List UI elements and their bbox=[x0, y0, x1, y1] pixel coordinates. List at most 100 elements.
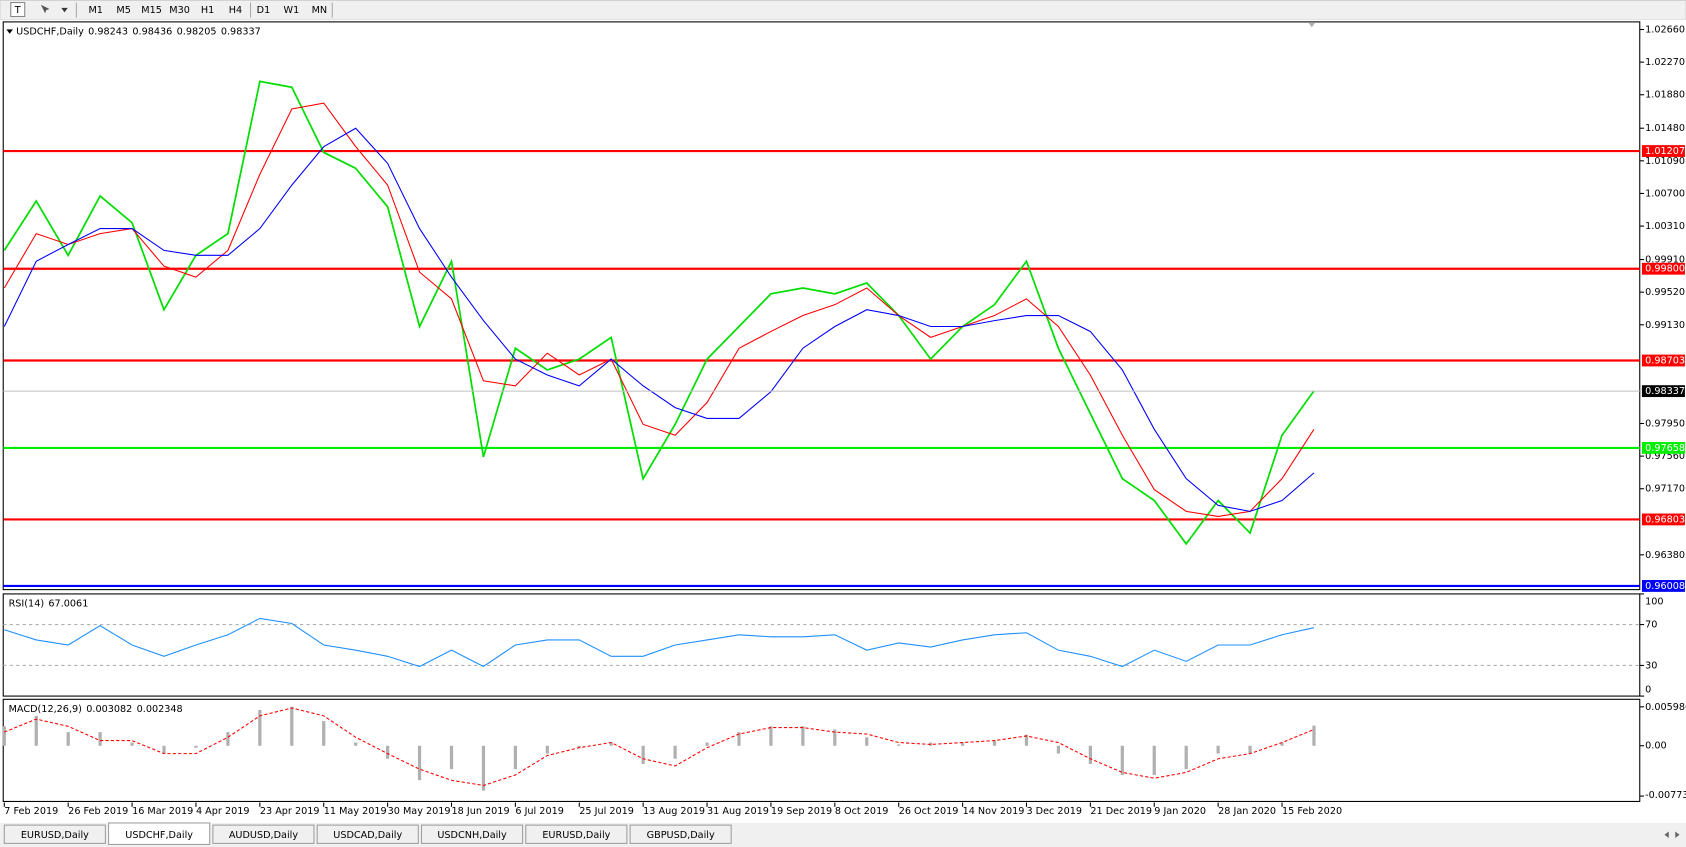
x-tick-label: 14 Nov 2019 bbox=[963, 806, 1025, 817]
toolbar-icons: T bbox=[10, 2, 333, 18]
y-tick-label: 0.99910 bbox=[1645, 255, 1685, 266]
toolbar bbox=[0, 0, 1686, 21]
title-value: 67.0061 bbox=[48, 599, 88, 610]
x-tick-label: 25 Jul 2019 bbox=[579, 806, 634, 817]
y-tick-label: 70 bbox=[1645, 620, 1657, 631]
price-label-box bbox=[1641, 513, 1685, 526]
timeframe-button[interactable]: W1 bbox=[284, 5, 300, 16]
timeframe-button[interactable]: MN bbox=[312, 5, 328, 16]
indicator-title: RSI(14) 67.0061 bbox=[9, 599, 89, 610]
shift-marker bbox=[1308, 22, 1316, 28]
current-price-box bbox=[1641, 385, 1685, 398]
x-tick-label: 3 Dec 2019 bbox=[1026, 806, 1082, 817]
price-label: 0.97658 bbox=[1645, 443, 1685, 454]
x-tick-label: 19 Sep 2019 bbox=[771, 806, 832, 817]
y-tick-label: 100 bbox=[1645, 596, 1663, 607]
y-tick-label: 0.99130 bbox=[1645, 320, 1685, 331]
current-price-label: 0.98337 bbox=[1645, 386, 1685, 397]
x-tick-label: 7 Feb 2019 bbox=[4, 806, 58, 817]
text-tool-icon: T bbox=[14, 5, 21, 16]
tab-scroll-right[interactable] bbox=[1675, 831, 1680, 839]
x-tick-label: 26 Feb 2019 bbox=[68, 806, 128, 817]
tab[interactable] bbox=[629, 824, 732, 844]
timeframe-button[interactable]: D1 bbox=[257, 5, 271, 16]
series-line bbox=[3, 80, 1315, 546]
timeframe-button[interactable]: H4 bbox=[229, 5, 242, 16]
x-tick-label: 16 Mar 2019 bbox=[132, 806, 193, 817]
price-label: 0.96008 bbox=[1645, 581, 1685, 592]
panel-frame bbox=[2, 698, 1641, 802]
x-tick-label: 11 May 2019 bbox=[324, 806, 387, 817]
title-text: RSI(14) bbox=[9, 599, 45, 610]
price-label: 1.01207 bbox=[1645, 146, 1685, 157]
title-text: MACD(12,26,9) bbox=[9, 704, 82, 715]
y-tick-label: 0.00 bbox=[1645, 741, 1667, 752]
panel-frame bbox=[2, 593, 1641, 697]
y-tick-label: 0.97950 bbox=[1645, 418, 1685, 429]
tab[interactable] bbox=[316, 824, 419, 844]
x-tick-label: 13 Aug 2019 bbox=[643, 806, 705, 817]
y-tick-label: 1.01480 bbox=[1645, 123, 1685, 134]
y-tick-label: 30 bbox=[1645, 660, 1657, 671]
title-value: 0.98243 bbox=[88, 27, 128, 38]
y-tick-label: 1.02660 bbox=[1645, 25, 1685, 36]
y-tick-label: 1.00310 bbox=[1645, 221, 1685, 232]
x-tick-label: 6 Jul 2019 bbox=[515, 806, 564, 817]
indicator-title: MACD(12,26,9) 0.003082 0.002348 bbox=[9, 704, 183, 715]
y-tick-label: 0.99520 bbox=[1645, 287, 1685, 298]
x-tick-label: 26 Oct 2019 bbox=[899, 806, 959, 817]
series-line bbox=[4, 617, 1315, 668]
title-text: USDCHF,Daily bbox=[16, 27, 84, 38]
arrow-tool[interactable] bbox=[40, 4, 50, 14]
tab-label[interactable]: GBPUSD,Daily bbox=[647, 830, 715, 841]
dropdown[interactable] bbox=[61, 7, 68, 13]
tab-label[interactable]: EURUSD,Daily bbox=[21, 830, 89, 841]
x-tick-label: 21 Dec 2019 bbox=[1090, 806, 1152, 817]
timeframe-button[interactable]: M15 bbox=[141, 5, 162, 16]
title-value: 0.002348 bbox=[137, 704, 183, 715]
title-value: 0.98205 bbox=[177, 27, 217, 38]
tab-label[interactable]: AUDUSD,Daily bbox=[229, 830, 299, 841]
x-tick-label: 30 May 2019 bbox=[388, 806, 451, 817]
tab-label[interactable]: USDCAD,Daily bbox=[333, 830, 402, 841]
y-tick-label: 0.97170 bbox=[1645, 484, 1685, 495]
tab-label[interactable]: USDCHF,Daily bbox=[125, 830, 193, 841]
tab[interactable] bbox=[212, 824, 315, 844]
tab-label[interactable]: USDCNH,Daily bbox=[437, 830, 507, 841]
panel-frame bbox=[2, 21, 1641, 591]
title-value: 0.98436 bbox=[132, 27, 172, 38]
price-label: 0.96803 bbox=[1645, 514, 1685, 525]
price-label-box bbox=[1641, 145, 1685, 157]
tab-label[interactable]: EURUSD,Daily bbox=[542, 830, 610, 841]
price-label: 0.98703 bbox=[1645, 356, 1685, 367]
price-label-box bbox=[1641, 262, 1685, 275]
timeframe-button[interactable]: M5 bbox=[116, 5, 130, 16]
series-line bbox=[3, 127, 1315, 512]
tab[interactable] bbox=[420, 824, 524, 844]
price-label-box bbox=[1641, 580, 1685, 592]
timeframe-button[interactable]: H1 bbox=[201, 5, 214, 16]
y-tick-label: 0.005986 bbox=[1645, 702, 1686, 713]
timeframe-button[interactable]: M1 bbox=[88, 5, 102, 16]
y-tick-label: 1.01090 bbox=[1645, 156, 1685, 167]
active-tab[interactable] bbox=[108, 822, 211, 845]
timeframe-button[interactable]: M30 bbox=[169, 5, 190, 16]
y-tick-label: -0.007737 bbox=[1645, 790, 1686, 801]
y-tick-label: 0.96380 bbox=[1645, 550, 1685, 561]
indicator-title: USDCHF,Daily 0.98243 0.98436 0.98205 0.98337 bbox=[16, 27, 261, 38]
title-value: 0.003082 bbox=[86, 704, 132, 715]
tab-scroll-left[interactable] bbox=[1664, 831, 1669, 839]
text-tool[interactable] bbox=[10, 2, 26, 18]
x-tick-label: 9 Jan 2020 bbox=[1154, 806, 1206, 817]
price-label: 0.99800 bbox=[1645, 264, 1685, 275]
tab[interactable] bbox=[3, 824, 106, 844]
tab[interactable] bbox=[525, 824, 628, 844]
y-tick-label: 1.02270 bbox=[1645, 57, 1685, 68]
x-tick-label: 15 Feb 2020 bbox=[1282, 806, 1342, 817]
x-tick-label: 8 Oct 2019 bbox=[835, 806, 889, 817]
chart-window bbox=[0, 19, 1686, 823]
price-label-box bbox=[1641, 354, 1685, 367]
series-line bbox=[4, 707, 1315, 786]
